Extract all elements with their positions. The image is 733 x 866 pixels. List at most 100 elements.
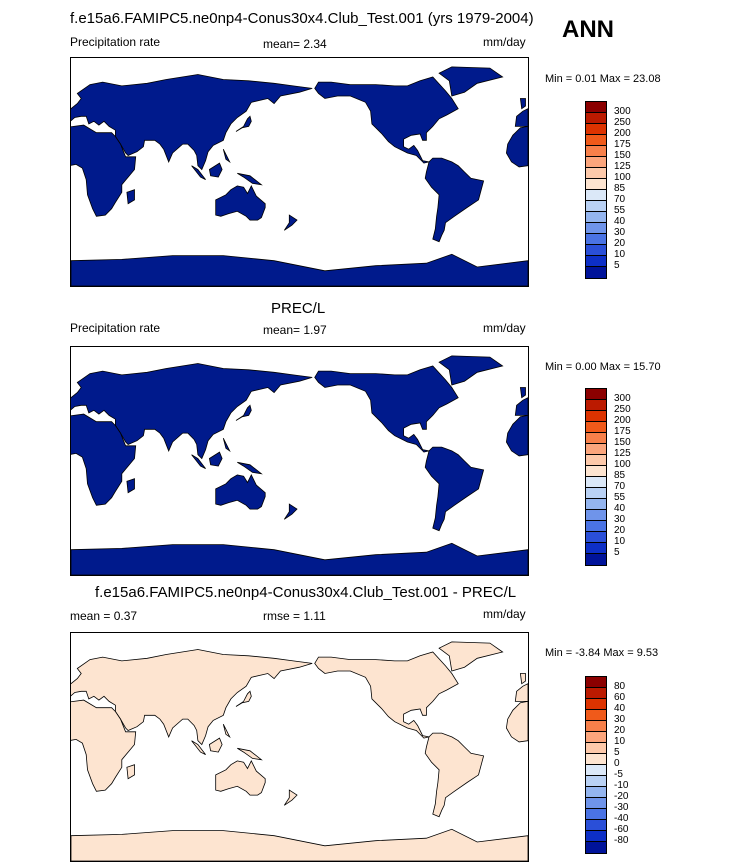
colorbar-label: 20 (614, 725, 626, 736)
colorbar-label: 40 (614, 703, 626, 714)
colorbar-label: 20 (614, 525, 626, 536)
colorbar-segment (586, 212, 606, 223)
colorbar-segment (586, 411, 606, 422)
landmass-eurasia (71, 74, 313, 171)
landmass-borneo (208, 737, 223, 753)
colorbar-label: -10 (614, 780, 629, 791)
panel2-mean: mean= 1.97 (263, 323, 327, 337)
landmass-uk (519, 98, 526, 110)
landmass-indochina_is (222, 149, 231, 164)
colorbar-label: 85 (614, 470, 626, 481)
colorbar-segment (586, 422, 606, 433)
colorbar-label: 250 (614, 117, 631, 128)
colorbar-segment (586, 721, 606, 732)
landmass-borneo (208, 451, 223, 467)
landmass-eurasia (71, 363, 313, 460)
colorbar-label: 10 (614, 736, 626, 747)
landmass-namerica (314, 651, 459, 739)
colorbar-segment (586, 831, 606, 842)
landmass-australia (215, 759, 266, 796)
landmass-greenland (438, 66, 504, 97)
panel2-colorbar (585, 388, 607, 566)
colorbar-segment (586, 190, 606, 201)
colorbar-segment (586, 201, 606, 212)
colorbar-segment (586, 433, 606, 444)
landmass-greenland (438, 355, 504, 386)
colorbar-label: 150 (614, 150, 631, 161)
colorbar-segment (586, 389, 606, 400)
panel2-minmax: Min = 0.00 Max = 15.70 (545, 361, 661, 373)
colorbar-label: 175 (614, 139, 631, 150)
colorbar-segment (586, 543, 606, 554)
landmass-nz (283, 214, 298, 231)
colorbar-segment (586, 776, 606, 787)
landmass-uk (519, 387, 526, 399)
colorbar-segment (586, 743, 606, 754)
landmass-samerica (424, 732, 485, 818)
colorbar-label: 150 (614, 437, 631, 448)
colorbar-label: 55 (614, 205, 626, 216)
map-svg (71, 58, 528, 286)
landmass-samerica (424, 446, 485, 532)
colorbar-label: 5 (614, 547, 620, 558)
landmass-uk (519, 673, 526, 685)
colorbar-label: 200 (614, 128, 631, 139)
landmass-madagascar (126, 764, 135, 780)
map-svg (71, 347, 528, 575)
colorbar-label: 30 (614, 514, 626, 525)
panel2-title: PREC/L (271, 300, 326, 317)
panel3-mean: mean = 0.37 (70, 609, 138, 623)
landmass-afr_wrap (505, 125, 528, 168)
colorbar-label: 85 (614, 183, 626, 194)
colorbar-label: 55 (614, 492, 626, 503)
landmass-sumatra (191, 165, 206, 180)
panel3-rmse: rmse = 1.11 (263, 609, 326, 623)
colorbar-segment (586, 798, 606, 809)
colorbar-segment (586, 146, 606, 157)
colorbar-label: 175 (614, 426, 631, 437)
colorbar-segment (586, 179, 606, 190)
panel3-title: f.e15a6.FAMIPC5.ne0np4-Conus30x4.Club_Te… (95, 584, 517, 601)
landmass-borneo (208, 162, 223, 178)
colorbar-label: -40 (614, 813, 629, 824)
colorbar-segment (586, 267, 606, 278)
colorbar-segment (586, 499, 606, 510)
colorbar-segment (586, 820, 606, 831)
colorbar-label: -80 (614, 835, 629, 846)
colorbar-segment (586, 245, 606, 256)
colorbar-label: 5 (614, 260, 620, 271)
landmass-afr_wrap (505, 414, 528, 457)
panel3-units: mm/day (483, 607, 526, 621)
colorbar-label: 30 (614, 227, 626, 238)
colorbar-label: 30 (614, 714, 626, 725)
colorbar-label: -5 (614, 769, 623, 780)
colorbar-segment (586, 510, 606, 521)
colorbar-segment (586, 102, 606, 113)
colorbar-segment (586, 688, 606, 699)
landmass-africa (71, 699, 137, 792)
landmass-eurasia (71, 649, 313, 746)
colorbar-label: 100 (614, 459, 631, 470)
colorbar-segment (586, 532, 606, 543)
landmass-indochina_is (222, 438, 231, 453)
colorbar-label: 125 (614, 448, 631, 459)
colorbar-label: 10 (614, 249, 626, 260)
colorbar-segment (586, 455, 606, 466)
colorbar-segment (586, 234, 606, 245)
panel1-map (70, 57, 529, 287)
colorbar-segment (586, 677, 606, 688)
colorbar-label: 250 (614, 404, 631, 415)
landmass-australia (215, 473, 266, 510)
colorbar-label: 10 (614, 536, 626, 547)
panel2-left-text: Precipitation rate (70, 321, 161, 335)
landmass-japan (235, 115, 252, 132)
colorbar-label: 20 (614, 238, 626, 249)
colorbar-segment (586, 787, 606, 798)
panel3-map (70, 632, 529, 862)
colorbar-label: 5 (614, 747, 620, 758)
landmass-japan (235, 404, 252, 421)
colorbar-label: 40 (614, 503, 626, 514)
colorbar-segment (586, 223, 606, 234)
map-svg (71, 633, 528, 861)
landmass-antarctica (71, 253, 528, 286)
